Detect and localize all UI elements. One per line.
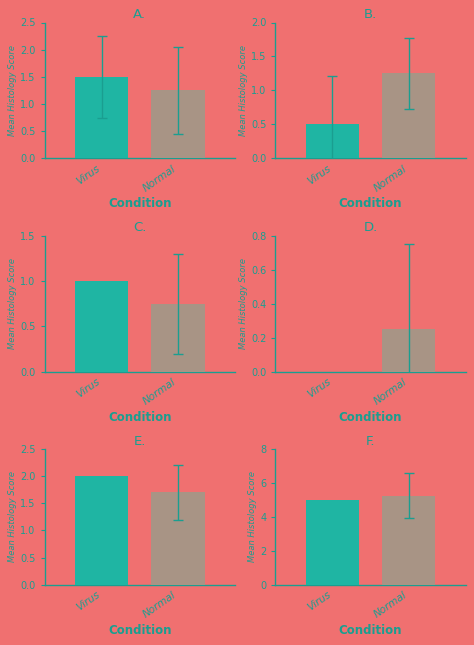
Bar	[75, 476, 128, 585]
X-axis label: Condition: Condition	[339, 410, 402, 424]
Title: A.: A.	[133, 8, 146, 21]
Y-axis label: Mean Histology Score: Mean Histology Score	[9, 258, 18, 349]
X-axis label: Condition: Condition	[339, 197, 402, 210]
Bar	[151, 90, 204, 159]
Bar	[306, 124, 359, 159]
Y-axis label: Mean Histology Score: Mean Histology Score	[9, 471, 18, 562]
X-axis label: Condition: Condition	[339, 624, 402, 637]
Bar	[306, 500, 359, 585]
Bar	[382, 495, 435, 585]
Y-axis label: Mean Histology Score: Mean Histology Score	[239, 258, 248, 349]
Y-axis label: Mean Histology Score: Mean Histology Score	[9, 45, 18, 136]
Title: D.: D.	[364, 221, 378, 235]
Title: C.: C.	[133, 221, 146, 235]
Bar	[75, 281, 128, 372]
Bar	[75, 77, 128, 159]
Bar	[151, 304, 204, 372]
Title: B.: B.	[364, 8, 377, 21]
X-axis label: Condition: Condition	[108, 197, 172, 210]
Bar	[382, 74, 435, 159]
Y-axis label: Mean Histology Score: Mean Histology Score	[248, 471, 257, 562]
Bar	[151, 492, 204, 585]
Title: F.: F.	[366, 435, 375, 448]
Y-axis label: Mean Histology Score: Mean Histology Score	[239, 45, 248, 136]
Title: E.: E.	[134, 435, 146, 448]
X-axis label: Condition: Condition	[108, 624, 172, 637]
X-axis label: Condition: Condition	[108, 410, 172, 424]
Bar	[382, 329, 435, 372]
